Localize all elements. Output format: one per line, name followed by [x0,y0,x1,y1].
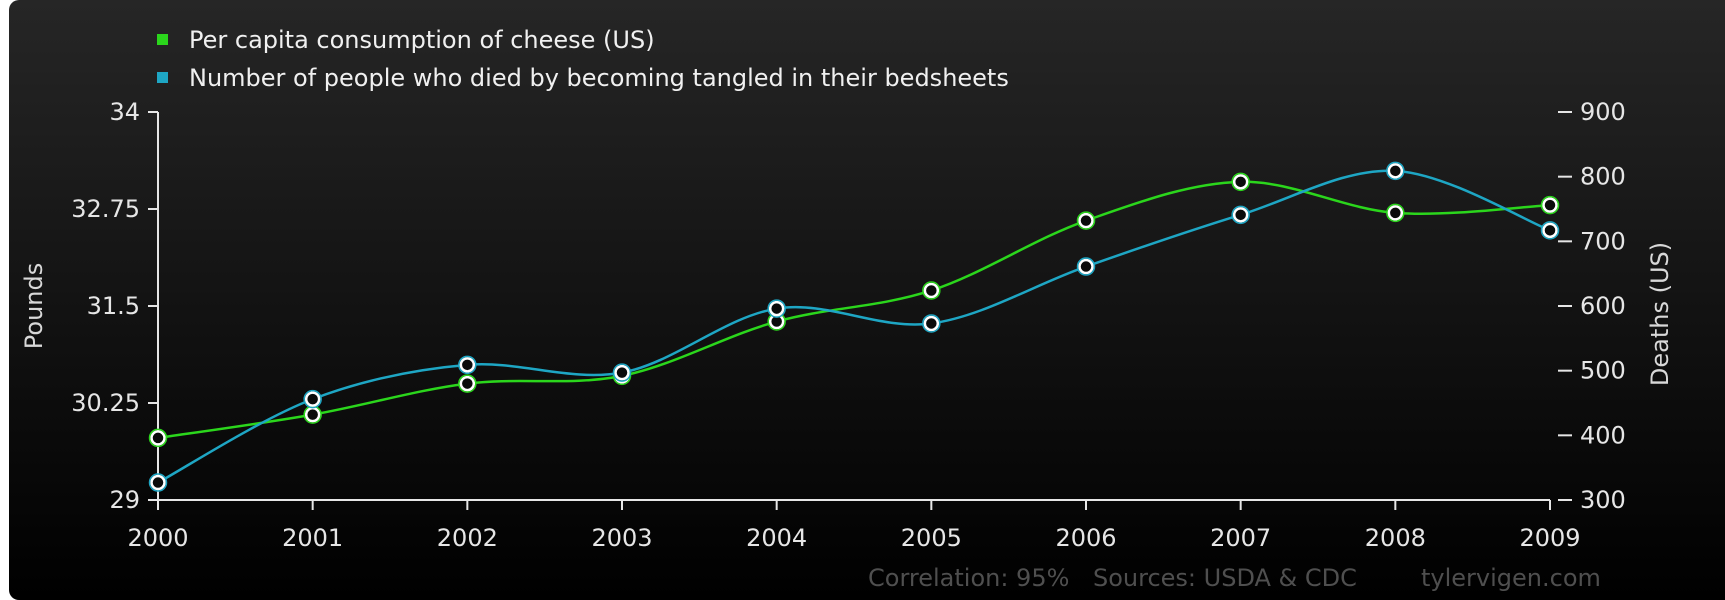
legend-swatch-cheese [157,34,168,45]
data-point-ring-cheese [1540,195,1560,215]
data-point-cheese[interactable] [459,375,476,392]
right-axis-title: Deaths (US) [1646,242,1674,386]
left-tick-label: 30.25 [71,389,140,417]
data-point-ring-bedsheets [922,314,941,333]
legend-label-bedsheets: Number of people who died by becoming ta… [189,64,1009,92]
data-point-cheese[interactable] [923,282,940,299]
right-tick-label: 400 [1580,421,1626,449]
data-point-cheese[interactable] [1232,174,1249,190]
data-point-ring-bedsheets [767,299,786,318]
x-tick-label: 2007 [1210,524,1271,552]
data-point-bedsheets[interactable] [1232,207,1249,223]
data-point-cheese[interactable] [150,430,166,446]
data-point-bedsheets[interactable] [1387,163,1404,179]
right-tick-label: 300 [1580,486,1626,514]
data-point-ring-bedsheets [1231,205,1250,225]
legend-swatch-bedsheets [157,72,168,83]
data-point-ring-bedsheets [1386,161,1405,181]
data-point-ring-bedsheets [303,389,322,409]
right-tick-label: 500 [1580,357,1626,385]
footer-site: tylervigen.com [1421,564,1601,592]
data-point-bedsheets[interactable] [1078,258,1094,275]
data-point-cheese[interactable] [1542,197,1558,213]
chart-panel: Per capita consumption of cheese (US) Num… [9,0,1725,600]
right-tick-label: 700 [1580,227,1626,255]
data-point-ring-bedsheets [458,355,477,375]
legend-label-cheese: Per capita consumption of cheese (US) [189,26,655,54]
x-tick-label: 2009 [1519,524,1580,552]
axes: 29 30.25 31.5 32.75 34 300 400 500 600 700 800 900 2… [20,98,1674,552]
data-point-bedsheets[interactable] [768,300,785,317]
series-bedsheets [148,161,1560,492]
left-axis-title: Pounds [20,263,48,349]
right-tick-label: 600 [1580,292,1626,320]
footer: Correlation: 95% Sources: USDA & CDC tyl… [868,564,1601,592]
x-tick-label: 2003 [591,524,652,552]
data-point-bedsheets[interactable] [923,315,940,332]
data-point-cheese[interactable] [304,406,321,423]
x-tick-label: 2000 [127,524,188,552]
x-tick-label: 2005 [901,524,962,552]
data-point-ring-cheese [1076,211,1096,230]
data-point-ring-cheese [1386,203,1405,223]
x-tick-label: 2004 [746,524,807,552]
data-point-bedsheets[interactable] [304,391,321,407]
data-point-ring-bedsheets [612,363,632,382]
data-point-ring-cheese [1231,172,1250,192]
data-point-ring-cheese [922,281,941,300]
series-cheese [148,172,1560,448]
data-point-cheese[interactable] [1387,205,1404,221]
x-tick-label: 2002 [437,524,498,552]
data-point-ring-bedsheets [148,473,168,492]
footer-sources: Sources: USDA & CDC [1093,564,1357,592]
series-line-bedsheets [157,169,1551,484]
data-point-bedsheets[interactable] [614,364,630,381]
data-point-bedsheets[interactable] [459,357,476,373]
data-point-ring-bedsheets [1076,257,1096,276]
left-tick-label: 31.5 [87,292,140,320]
data-point-ring-cheese [458,374,477,393]
data-point-cheese[interactable] [1078,212,1094,229]
data-point-ring-cheese [148,428,168,448]
x-tick-label: 2001 [282,524,343,552]
x-tick-label: 2006 [1055,524,1116,552]
data-point-bedsheets[interactable] [1542,222,1558,239]
left-tick-label: 29 [109,486,140,514]
left-tick-label: 32.75 [71,195,140,223]
left-tick-label: 34 [109,98,140,126]
right-tick-label: 900 [1580,98,1626,126]
data-point-ring-bedsheets [1540,221,1560,240]
x-tick-label: 2008 [1365,524,1426,552]
legend: Per capita consumption of cheese (US) Num… [157,26,1009,92]
footer-correlation: Correlation: 95% [868,564,1069,592]
series-layer [148,161,1560,492]
data-point-bedsheets[interactable] [150,474,166,491]
series-line-cheese [157,180,1551,440]
right-tick-label: 800 [1580,163,1626,191]
line-chart: Per capita consumption of cheese (US) Num… [20,26,1674,592]
